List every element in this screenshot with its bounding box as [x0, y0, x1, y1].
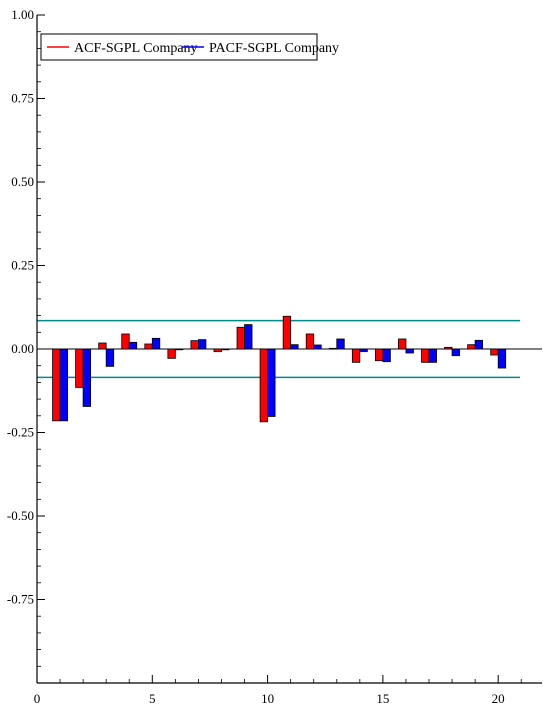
acf-bar-20	[490, 348, 499, 356]
axes-layer: -0.75 -0.50 -0.25 0.00 0.25 0.50 0.75 1.00 0 5 10 1…	[7, 7, 542, 706]
acf-bar-19	[467, 344, 476, 350]
pacf-bar-9	[244, 324, 253, 350]
pacf-bar-5	[151, 337, 161, 350]
legend-label-pacf: PACF-SGPL Company	[209, 41, 339, 56]
x-tick-label: 0	[34, 691, 41, 706]
acf-bar-16	[398, 338, 407, 350]
pacf-bar-10	[267, 348, 276, 417]
x-tick-label: 10	[261, 691, 274, 706]
x-tick-label: 5	[149, 691, 156, 706]
pacf-bar-2	[82, 348, 92, 407]
y-tick-label: 0.25	[11, 258, 34, 273]
acf-bar-18	[444, 346, 453, 350]
acf-bar-10	[259, 348, 268, 423]
x-tick-label: 15	[376, 691, 389, 706]
acf-bar-6	[167, 348, 176, 359]
pacf-bar-13	[336, 338, 345, 350]
pacf-bar-16	[405, 348, 414, 354]
pacf-bar-7	[198, 339, 207, 350]
legend-label-acf: ACF-SGPL Company	[74, 41, 198, 56]
legend: ACF-SGPL Company PACF-SGPL Company	[40, 33, 339, 61]
y-tick-label: 0.00	[11, 341, 34, 356]
pacf-bar-4	[128, 341, 138, 350]
pacf-bar-18	[451, 348, 460, 357]
pacf-bar-1	[59, 348, 68, 422]
acf-bar-9	[236, 326, 245, 350]
acf-bar-2	[75, 348, 84, 388]
y-tick-label: -0.25	[7, 425, 34, 440]
acf-bar-17	[421, 348, 430, 363]
acf-bar-3	[98, 342, 107, 350]
y-tick-label: -0.75	[7, 592, 34, 607]
acf-bar-13	[328, 347, 338, 350]
acf-bar-1	[52, 348, 61, 422]
pacf-bar-8	[221, 348, 230, 351]
confidence-band-layer	[37, 319, 520, 379]
pacf-bar-11	[290, 344, 299, 350]
pacf-bar-17	[428, 348, 437, 363]
y-tick-label: 0.50	[11, 174, 34, 189]
x-tick-label: 20	[492, 691, 505, 706]
pacf-bar-12	[313, 344, 322, 350]
legend-box	[40, 33, 318, 61]
acf-bar-4	[121, 333, 130, 350]
pacf-bar-3	[105, 348, 115, 367]
y-tick-label: 1.00	[11, 7, 34, 22]
y-tick-label: 0.75	[11, 91, 34, 106]
pacf-bar-14	[359, 348, 368, 353]
acf-bar-11	[282, 315, 292, 350]
bars-layer	[52, 315, 507, 423]
acf-bar-5	[144, 343, 153, 350]
acf-bar-12	[305, 333, 315, 350]
pacf-bar-15	[382, 348, 391, 363]
acf-bar-8	[213, 348, 222, 353]
pacf-bar-20	[497, 348, 507, 369]
acf-bar-15	[374, 348, 384, 362]
y-tick-label: -0.50	[7, 508, 34, 523]
acf-bar-7	[190, 340, 199, 350]
pacf-bar-19	[474, 339, 484, 350]
pacf-bar-6	[174, 348, 184, 351]
acf-bar-14	[351, 348, 361, 363]
